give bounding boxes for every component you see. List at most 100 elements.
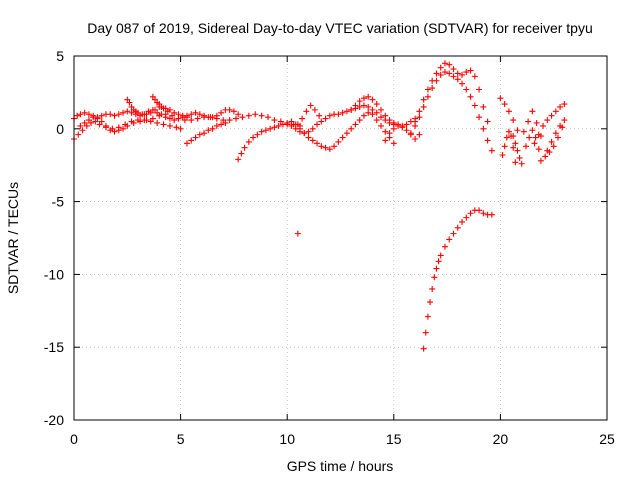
data-point: [307, 102, 314, 109]
data-point: [235, 111, 242, 118]
data-point: [378, 122, 385, 129]
data-point: [207, 114, 214, 121]
data-point: [522, 143, 529, 150]
data-point: [275, 122, 282, 129]
data-point: [386, 117, 393, 124]
data-point: [550, 143, 557, 150]
data-point: [424, 93, 431, 100]
x-tick-label: 0: [70, 431, 78, 447]
data-point: [382, 137, 389, 144]
data-point: [98, 112, 105, 119]
data-point: [245, 138, 252, 145]
data-point: [339, 134, 346, 141]
series-arc-22: [544, 117, 568, 154]
data-point: [296, 125, 303, 132]
data-point: [166, 122, 173, 129]
data-point: [258, 112, 265, 119]
series-arc-11: [382, 122, 423, 144]
data-point: [175, 111, 182, 118]
x-tick-label: 20: [493, 431, 509, 447]
data-point: [192, 134, 199, 141]
data-point: [427, 299, 434, 306]
data-point: [450, 73, 457, 80]
data-point: [476, 86, 483, 93]
data-point: [241, 144, 248, 151]
data-point: [435, 258, 442, 265]
y-tick-label: -10: [44, 266, 64, 282]
data-point: [416, 114, 423, 121]
series-arc-18: [520, 108, 544, 140]
data-point: [192, 109, 199, 116]
data-point: [301, 130, 308, 137]
data-point: [441, 243, 448, 250]
data-point: [403, 121, 410, 128]
data-point: [235, 156, 242, 163]
data-point: [505, 128, 512, 135]
data-point: [395, 122, 402, 129]
data-point: [441, 60, 448, 67]
data-point: [107, 127, 114, 134]
series-arc-5: [149, 93, 190, 121]
data-point: [188, 111, 195, 118]
data-point: [433, 265, 440, 272]
y-tick-label: 5: [56, 48, 64, 64]
data-point: [441, 69, 448, 76]
data-point: [222, 119, 229, 126]
data-point: [294, 230, 301, 237]
data-point: [120, 109, 127, 116]
data-point: [265, 114, 272, 121]
data-point: [267, 125, 274, 132]
series-arc-9: [294, 102, 323, 128]
data-point: [179, 112, 186, 119]
data-point: [188, 117, 195, 124]
data-point: [252, 111, 259, 118]
data-point: [124, 108, 131, 115]
data-point: [205, 127, 212, 134]
data-point: [532, 134, 539, 141]
data-point: [335, 138, 342, 145]
data-point: [544, 117, 551, 124]
data-point: [503, 134, 510, 141]
data-point: [126, 99, 133, 106]
data-point: [149, 115, 156, 122]
data-point: [331, 143, 338, 150]
data-point: [446, 61, 453, 68]
data-point: [501, 101, 508, 108]
data-point: [156, 112, 163, 119]
data-point: [294, 121, 301, 128]
data-point: [382, 128, 389, 135]
data-point: [102, 122, 109, 129]
x-tick-label: 15: [386, 431, 402, 447]
data-point: [218, 109, 225, 116]
data-point: [107, 111, 114, 118]
data-point: [412, 118, 419, 125]
plot-frame: [73, 55, 608, 421]
data-point: [450, 230, 457, 237]
tick-labels: 0 5 10 15 20 25 5 0 -5 -10 -15 -20: [44, 48, 615, 447]
data-point: [552, 108, 559, 115]
data-point: [476, 114, 483, 121]
data-point: [352, 121, 359, 128]
data-point: [322, 144, 329, 151]
data-point: [514, 127, 521, 134]
data-point: [147, 109, 154, 116]
data-point: [177, 125, 184, 132]
y-tick-label: -20: [44, 412, 64, 428]
data-point: [525, 118, 532, 125]
data-point: [111, 128, 118, 135]
data-point: [378, 106, 385, 113]
data-point: [85, 117, 92, 124]
data-point: [557, 122, 564, 129]
data-point: [85, 111, 92, 118]
data-point: [459, 80, 466, 87]
series-arc-15: [497, 95, 521, 134]
data-point: [420, 345, 427, 352]
data-point: [196, 111, 203, 118]
data-point: [311, 106, 318, 113]
data-point: [262, 127, 269, 134]
data-point: [520, 128, 527, 135]
data-point: [194, 115, 201, 122]
data-point: [183, 140, 190, 147]
data-point: [554, 134, 561, 141]
